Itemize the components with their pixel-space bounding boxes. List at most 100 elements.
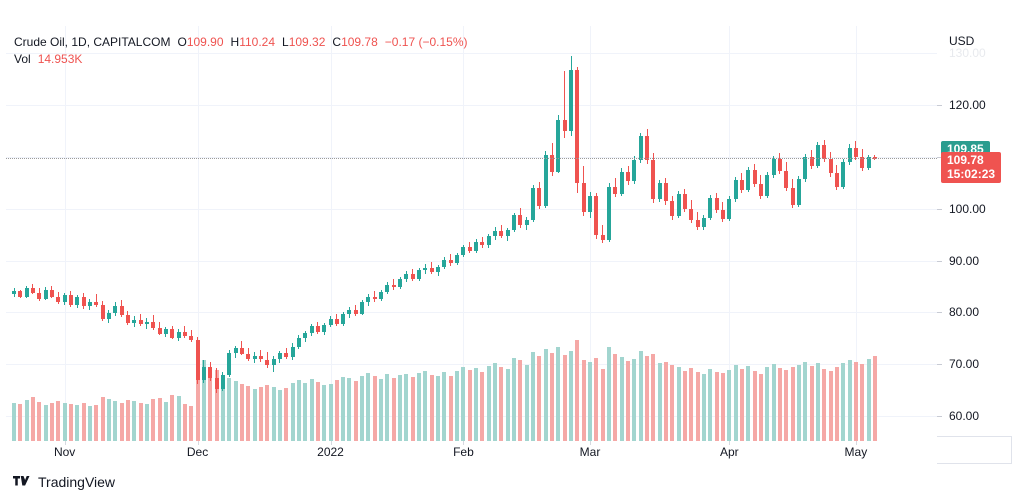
time-strip-segment	[372, 436, 377, 441]
volume-bar	[556, 346, 561, 436]
volume-bar	[246, 385, 251, 436]
time-strip-segment	[132, 436, 137, 441]
time-strip-segment	[537, 436, 542, 441]
volume-bar	[62, 403, 67, 436]
volume-bar	[448, 375, 453, 436]
candle-body	[758, 183, 763, 196]
volume-bar	[125, 400, 130, 436]
time-strip-segment	[296, 436, 301, 441]
tradingview-logo[interactable]: TradingView	[13, 474, 115, 490]
time-strip-segment	[853, 436, 858, 441]
time-tick-label: Apr	[719, 445, 739, 459]
candle-body	[398, 278, 403, 288]
time-strip-segment	[448, 436, 453, 441]
volume-bar	[404, 373, 409, 436]
time-strip-segment	[334, 436, 339, 441]
time-strip-segment	[208, 436, 213, 441]
time-strip-segment	[803, 436, 808, 441]
candle-wick	[241, 340, 243, 355]
candle-body	[588, 196, 593, 212]
volume-bar	[182, 403, 187, 436]
time-tick-mark	[590, 441, 591, 445]
volume-bar	[796, 365, 801, 436]
price-tick-mark	[937, 364, 942, 365]
candle-wick	[260, 349, 262, 362]
time-strip-segment	[866, 436, 871, 441]
grid-line-horizontal	[6, 157, 937, 158]
time-axis[interactable]: Nov Dec 2022 Feb Mar Apr May	[6, 436, 937, 464]
candle-body	[334, 318, 339, 324]
volume-bar	[68, 403, 73, 436]
volume-bar	[543, 348, 548, 436]
candle-body	[524, 219, 529, 226]
price-tick-label: 90.00	[949, 253, 980, 268]
volume-bar	[113, 400, 118, 436]
time-tick-label: 2022	[317, 445, 344, 459]
volume-bar	[746, 366, 751, 436]
time-strip-segment	[170, 436, 175, 441]
time-strip-segment	[575, 436, 580, 441]
candle-body	[701, 217, 706, 228]
time-strip-segment	[68, 436, 73, 441]
chart-plot-area[interactable]	[6, 26, 937, 436]
time-strip-segment	[645, 436, 649, 441]
time-strip-segment	[518, 436, 523, 441]
time-strip-segment	[277, 436, 282, 441]
volume-bar	[569, 350, 574, 436]
volume-bar	[467, 369, 472, 436]
candle-body	[834, 173, 839, 187]
price-axis[interactable]: USD 130.00120.00110.00100.0090.0080.0070…	[937, 26, 1012, 436]
volume-bar	[600, 369, 605, 436]
volume-bar	[284, 387, 289, 436]
volume-bar	[252, 388, 257, 436]
volume-bar	[524, 364, 529, 436]
candle-body	[651, 160, 656, 200]
candle-wick	[564, 71, 566, 139]
candle-body	[195, 340, 200, 380]
volume-bar	[12, 402, 16, 436]
volume-bar	[632, 358, 637, 436]
time-strip-segment	[727, 436, 732, 441]
volume-bar	[695, 372, 700, 436]
time-strip-segment	[657, 436, 662, 441]
currency-label: USD	[949, 34, 975, 48]
candle-body	[670, 201, 675, 216]
time-strip-segment	[309, 436, 314, 441]
time-strip-segment	[626, 436, 630, 441]
volume-bar	[486, 366, 491, 436]
volume-bar	[94, 404, 99, 436]
candle-body	[227, 352, 232, 375]
candle-body	[550, 154, 555, 172]
candle-body	[436, 266, 441, 272]
last-price-badge: 109.78 15:02:23	[941, 151, 1002, 183]
volume-bar	[581, 359, 586, 436]
time-strip-segment	[733, 436, 738, 441]
candle-body	[37, 292, 42, 300]
time-strip-segment	[404, 436, 409, 441]
candle-body	[246, 353, 251, 359]
price-tick-label: 120.00	[949, 98, 986, 112]
volume-bar	[701, 373, 706, 436]
volume-bar	[575, 340, 580, 436]
time-tick-label: Mar	[579, 445, 601, 459]
candle-body	[442, 259, 447, 267]
volume-bar	[75, 405, 80, 436]
candle-body	[322, 324, 327, 332]
candle-body	[410, 273, 415, 280]
time-strip-segment	[119, 436, 124, 441]
volume-bar	[18, 403, 23, 436]
time-strip-segment	[144, 436, 149, 441]
time-strip-segment	[670, 436, 675, 441]
candle-body	[417, 270, 422, 280]
candle-body	[448, 259, 453, 264]
time-strip-segment	[201, 436, 206, 441]
candle-body	[695, 220, 700, 228]
candle-body	[341, 314, 346, 324]
time-strip-segment	[613, 436, 618, 441]
time-strip-segment	[524, 436, 529, 441]
time-strip-segment	[499, 436, 504, 441]
time-strip-segment	[151, 436, 156, 441]
volume-bar	[43, 404, 48, 436]
volume-bar	[347, 378, 352, 436]
